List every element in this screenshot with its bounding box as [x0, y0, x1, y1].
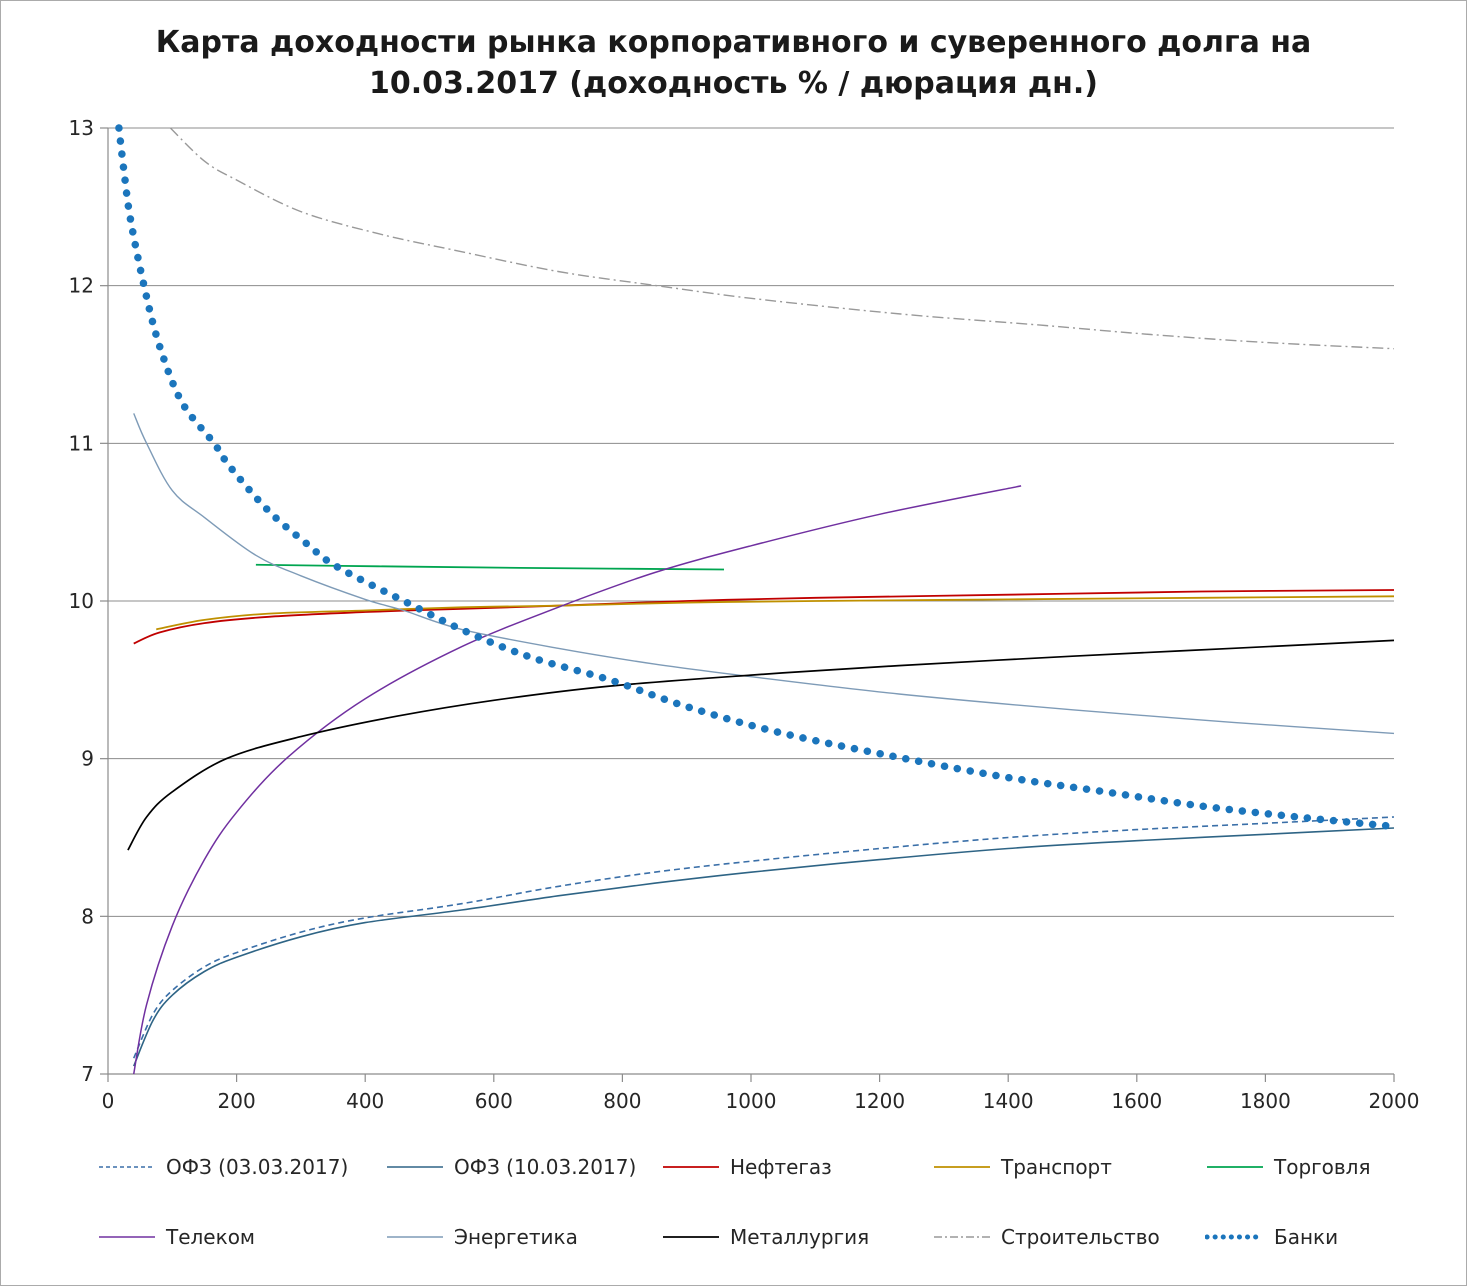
- x-tick-label: 200: [218, 1089, 256, 1113]
- series-line-stroitelstvo: [169, 127, 1395, 350]
- series-line-ofz-10-03-2017: [132, 827, 1395, 1067]
- series-line-metallurgiya: [127, 639, 1395, 851]
- x-tick-label: 1800: [1240, 1089, 1291, 1113]
- x-tick-label: 2000: [1369, 1089, 1420, 1113]
- series-line-transport: [156, 595, 1395, 631]
- y-tick-label: 7: [81, 1062, 94, 1086]
- x-tick-label: 1200: [854, 1089, 905, 1113]
- x-tick-label: 1400: [983, 1089, 1034, 1113]
- x-tick-label: 800: [603, 1089, 641, 1113]
- x-tick-label: 400: [346, 1089, 384, 1113]
- series-line-torgovlya: [255, 563, 725, 571]
- series-line-telekom: [132, 485, 1022, 1075]
- x-tick-label: 600: [475, 1089, 513, 1113]
- y-tick-label: 12: [69, 274, 94, 298]
- series-line-ofz-03-03-2017: [132, 816, 1395, 1059]
- chart-title: Карта доходности рынка корпоративного и …: [155, 25, 1312, 101]
- x-tick-label: 1600: [1111, 1089, 1162, 1113]
- y-tick-label: 13: [69, 116, 94, 140]
- y-tick-label: 8: [81, 904, 94, 928]
- series-line-energetika: [133, 413, 1395, 735]
- y-tick-label: 11: [69, 431, 94, 455]
- x-tick-label: 1000: [726, 1089, 777, 1113]
- x-tick-label: 0: [102, 1089, 115, 1113]
- series-line-banki: [115, 124, 1398, 831]
- y-tick-label: 10: [69, 589, 94, 613]
- y-tick-label: 9: [81, 747, 94, 771]
